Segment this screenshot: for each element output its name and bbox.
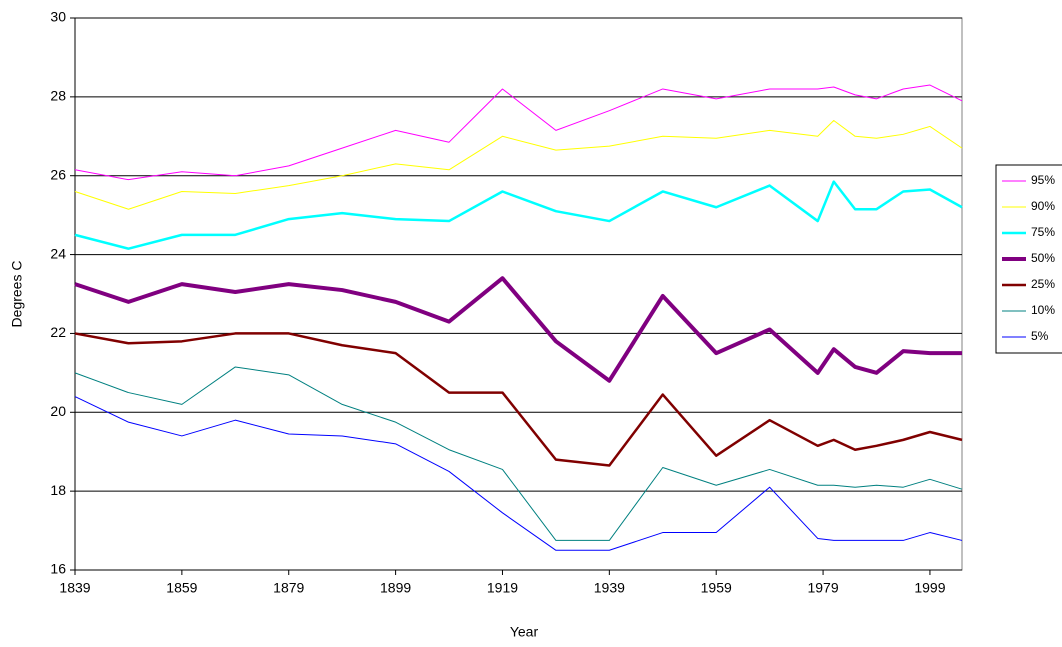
y-tick-label: 22 <box>50 324 66 340</box>
series-line <box>74 120 963 210</box>
series-line <box>74 276 962 383</box>
x-tick-label: 1899 <box>380 580 411 596</box>
x-tick-label: 1939 <box>594 580 625 596</box>
y-tick-label: 26 <box>50 166 66 182</box>
x-tick-label: 1999 <box>914 580 945 596</box>
y-axis-title: Degrees C <box>9 261 25 328</box>
series-line <box>74 180 963 250</box>
legend-label: 10% <box>1031 303 1055 317</box>
y-tick-label: 16 <box>50 561 66 577</box>
x-tick-label: 1859 <box>166 580 197 596</box>
legend-label: 25% <box>1031 277 1055 291</box>
legend: 95% 90% 75% 50% 25% 10% 5% <box>995 164 1062 354</box>
legend-label: 95% <box>1031 173 1055 187</box>
y-tick-label: 28 <box>50 88 66 104</box>
x-tick-label: 1839 <box>59 580 90 596</box>
legend-label: 5% <box>1031 329 1049 343</box>
plot-area <box>74 17 963 571</box>
legend-label: 75% <box>1031 225 1055 239</box>
x-tick-label: 1919 <box>487 580 518 596</box>
series-line <box>74 366 963 541</box>
y-tick-label: 30 <box>50 9 66 25</box>
series-line <box>74 84 963 181</box>
series-line <box>74 332 963 467</box>
x-tick-label: 1979 <box>807 580 838 596</box>
series-line <box>74 396 963 551</box>
legend-label: 50% <box>1031 251 1055 265</box>
y-tick-label: 20 <box>50 403 66 419</box>
x-tick-label: 1959 <box>701 580 732 596</box>
y-tick-label: 18 <box>50 482 66 498</box>
x-axis-title: Year <box>510 624 539 640</box>
x-tick-label: 1879 <box>273 580 304 596</box>
legend-label: 90% <box>1031 199 1055 213</box>
y-tick-label: 24 <box>50 245 66 261</box>
